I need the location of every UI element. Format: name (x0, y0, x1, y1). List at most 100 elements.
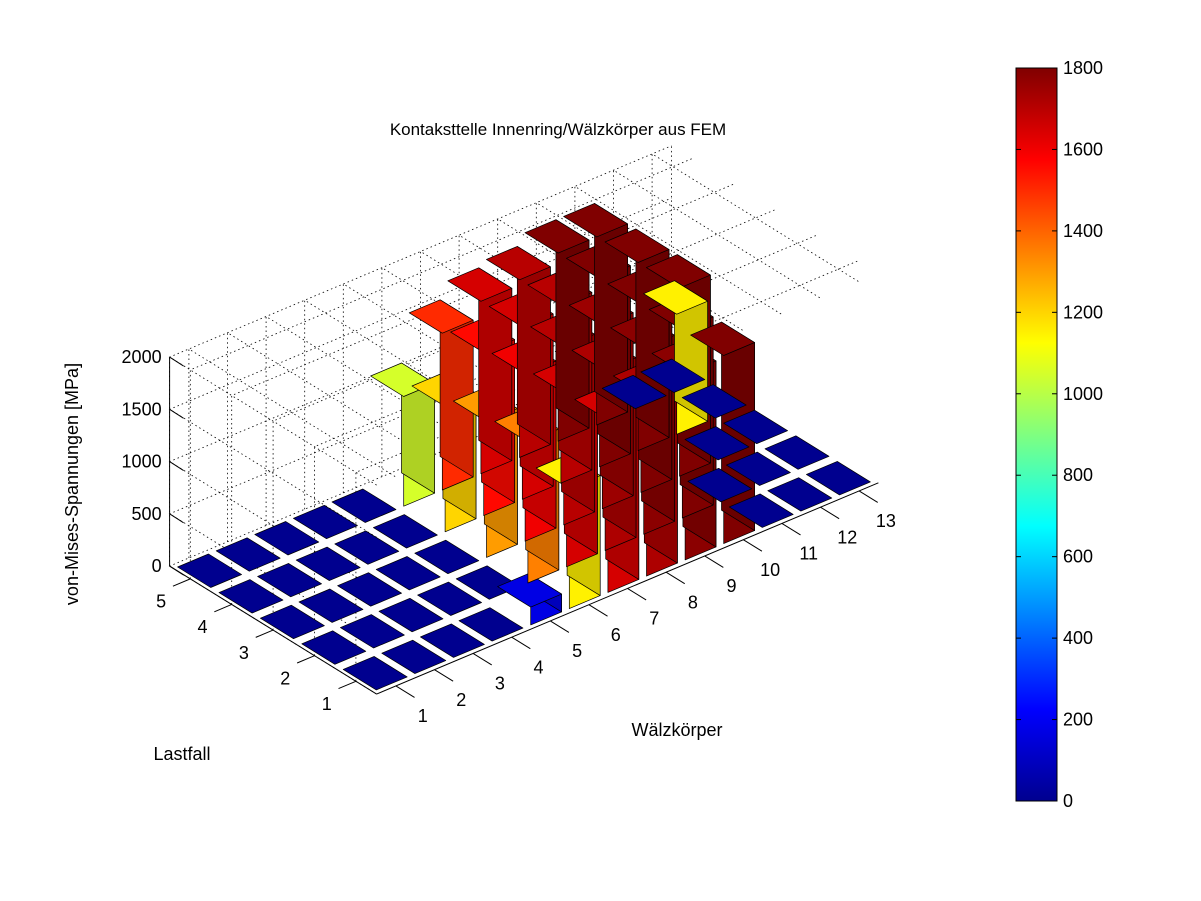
bar (764, 435, 830, 470)
bar (257, 563, 322, 598)
x-tick (858, 490, 878, 503)
colorbar-tick-label: 200 (1063, 710, 1093, 730)
x-tick (704, 555, 724, 568)
bar-top-face (646, 254, 711, 289)
x-tick-label: 3 (495, 674, 505, 694)
z-tick (169, 565, 184, 576)
z-tick-label: 500 (132, 504, 162, 524)
bar (301, 630, 367, 665)
bar-top-face (378, 597, 444, 633)
bar-top-face (298, 588, 364, 623)
bar-top-face (301, 630, 367, 665)
bar (497, 573, 562, 626)
colorbar-tick-label: 800 (1063, 465, 1093, 485)
bar-top-face (260, 604, 325, 640)
y-tick (214, 604, 232, 613)
bar (370, 362, 435, 507)
bar (420, 623, 485, 658)
bar (726, 451, 791, 486)
bar-top-face (342, 656, 408, 691)
bar-top-face (601, 374, 667, 410)
y-tick-label: 5 (156, 592, 166, 612)
x-tick-label: 5 (572, 641, 582, 661)
bar (684, 426, 750, 461)
bar (254, 521, 320, 556)
bar-top-face (381, 639, 447, 674)
bar (334, 530, 400, 565)
bar (293, 504, 358, 540)
bar-top-face (687, 467, 753, 503)
x-tick-label: 9 (726, 576, 736, 596)
colorbar-ticks: 0 200 400 600 800 1000 1200 1400 1600 1800 (1016, 58, 1103, 811)
bar-top-face (340, 614, 405, 649)
x-tick-label: 6 (611, 625, 621, 645)
bar-top-face (215, 537, 281, 572)
bar-top-face (414, 539, 480, 575)
bar (601, 374, 667, 410)
bar-top-face (728, 493, 794, 528)
bar (417, 581, 482, 616)
colorbar-tick-label: 1400 (1063, 221, 1103, 241)
y-tick-label: 3 (239, 643, 249, 663)
x-tick (511, 636, 531, 650)
bar-top-face (486, 246, 551, 281)
x-tick (627, 588, 647, 601)
bar (342, 656, 408, 691)
y-tick-label: 4 (197, 617, 207, 637)
y-tick (255, 629, 274, 638)
bar-top-face (337, 572, 402, 607)
bar (295, 546, 361, 581)
bar (728, 493, 794, 528)
colorbar-tick-label: 1800 (1063, 58, 1103, 78)
z-tick (169, 513, 184, 524)
x-tick (743, 539, 763, 552)
z-tick-label: 1000 (122, 452, 162, 472)
bar-top-face (177, 553, 242, 588)
x-tick-label: 11 (799, 544, 818, 564)
bar-top-face (447, 267, 513, 302)
x-tick (665, 571, 685, 585)
colorbar-tick-label: 1200 (1063, 302, 1103, 322)
bar-top-face (681, 384, 747, 419)
bar (375, 556, 441, 591)
y-tick (172, 578, 191, 587)
bar-top-face (420, 623, 485, 658)
bar (340, 614, 405, 649)
y-axis-label: Lastfall (153, 744, 210, 764)
bar-top-face (604, 228, 670, 263)
bar (524, 219, 590, 442)
x-tick (550, 620, 570, 633)
x-tick-label: 12 (837, 527, 857, 547)
bar-top-face (334, 530, 400, 565)
colorbar-tick-label: 0 (1063, 791, 1073, 811)
z-tick-label: 0 (152, 556, 162, 576)
bar (458, 607, 524, 642)
bars (177, 203, 871, 691)
bar (767, 477, 833, 512)
z-tick (169, 356, 184, 367)
bar (681, 384, 747, 419)
bar (381, 639, 447, 674)
z-tick (169, 461, 184, 471)
bar (806, 461, 871, 496)
x-tick (395, 685, 415, 698)
x-tick (781, 523, 801, 536)
bar-top-face (643, 280, 708, 315)
x-tick-label: 10 (760, 560, 780, 580)
bar-top-face (524, 219, 590, 254)
bar (486, 246, 551, 458)
bar-top-face (373, 514, 438, 549)
x-tick (434, 669, 454, 682)
bar (337, 572, 402, 607)
bar-top-face (764, 435, 830, 470)
bar (373, 514, 438, 549)
bar-top-face (806, 461, 871, 496)
bar-top-face (331, 488, 397, 523)
bar-top-face (726, 451, 791, 486)
bar-top-face (723, 409, 788, 445)
colorbar-tick-label: 400 (1063, 628, 1093, 648)
bar-top-face (563, 203, 628, 238)
bar-top-face (295, 546, 361, 581)
